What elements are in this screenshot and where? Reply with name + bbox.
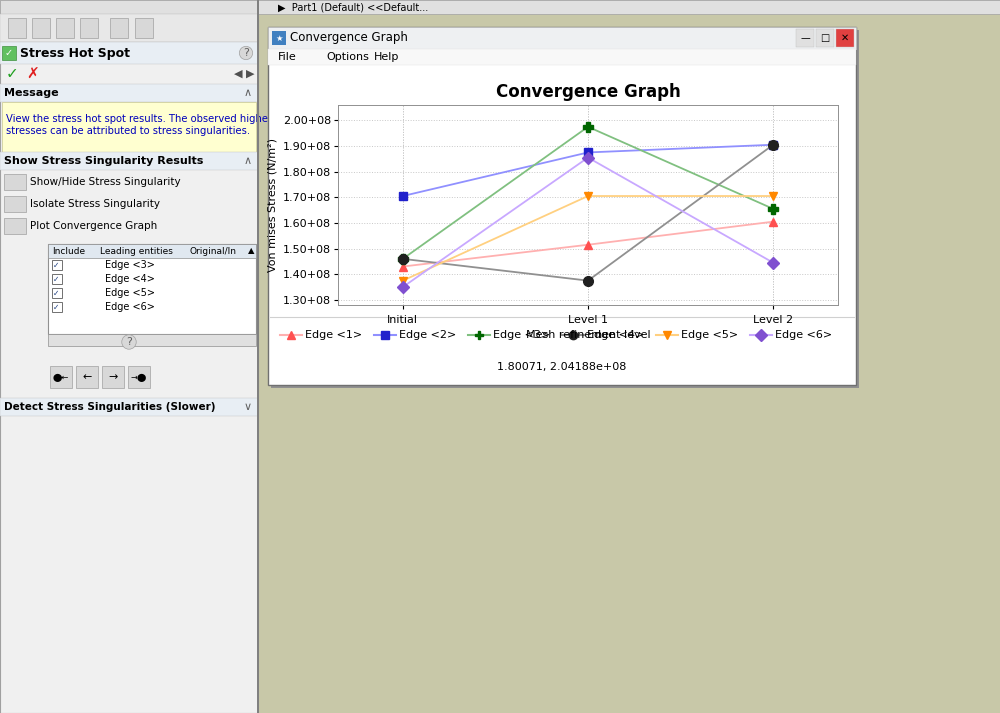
Text: ✓: ✓	[5, 48, 13, 58]
Bar	[0, 14, 258, 713]
Bar	[268, 49, 856, 65]
Text: ✓: ✓	[53, 260, 59, 270]
Bar	[102, 366, 124, 388]
Bar	[0, 42, 258, 64]
Text: Message: Message	[4, 88, 59, 98]
Bar	[836, 29, 854, 47]
Text: Help: Help	[374, 52, 399, 62]
Bar	[0, 0, 1000, 14]
Bar	[135, 18, 153, 38]
Bar	[268, 27, 856, 385]
Bar	[268, 27, 856, 49]
Text: ?: ?	[243, 48, 249, 58]
Text: stresses can be attributed to stress singularities.: stresses can be attributed to stress sin…	[6, 126, 250, 136]
Text: ▶: ▶	[246, 69, 254, 79]
Text: Stress Hot Spot: Stress Hot Spot	[20, 46, 130, 59]
Text: Show Stress Singularity Results: Show Stress Singularity Results	[4, 156, 203, 166]
Text: Detect Stress Singularities (Slower): Detect Stress Singularities (Slower)	[4, 402, 216, 412]
Text: ∧: ∧	[244, 88, 252, 98]
Bar	[110, 18, 128, 38]
Text: □: □	[820, 33, 830, 43]
Bar	[2, 102, 256, 152]
Text: ∨: ∨	[244, 402, 252, 412]
Bar	[0, 152, 258, 170]
Text: ✓: ✓	[53, 289, 59, 297]
Text: Isolate Stress Singularity: Isolate Stress Singularity	[30, 199, 160, 209]
Y-axis label: Von mises Stress (N/m²): Von mises Stress (N/m²)	[267, 138, 277, 272]
Text: ▶  Part1 (Default) <<Default...: ▶ Part1 (Default) <<Default...	[278, 2, 428, 12]
Text: →⬤: →⬤	[131, 372, 147, 381]
Text: ∧: ∧	[244, 156, 252, 166]
Bar	[8, 18, 26, 38]
Bar	[816, 29, 834, 47]
Bar	[48, 244, 256, 258]
Text: Edge <2>: Edge <2>	[399, 330, 456, 340]
Bar	[0, 14, 258, 42]
Bar	[0, 398, 258, 416]
Bar	[0, 84, 258, 102]
Bar	[56, 18, 74, 38]
Bar	[796, 29, 814, 47]
Bar	[52, 302, 62, 312]
Text: Edge <6>: Edge <6>	[775, 330, 832, 340]
Bar	[80, 18, 98, 38]
Text: Edge <1>: Edge <1>	[305, 330, 362, 340]
Text: Edge <6>: Edge <6>	[105, 302, 155, 312]
Text: ⬤←: ⬤←	[53, 372, 69, 381]
Text: Show/Hide Stress Singularity: Show/Hide Stress Singularity	[30, 177, 181, 187]
Bar	[48, 334, 256, 346]
Bar	[50, 366, 72, 388]
Text: ✓: ✓	[53, 302, 59, 312]
Text: ✓: ✓	[6, 66, 19, 81]
Text: 1.80071, 2.04188e+08: 1.80071, 2.04188e+08	[497, 362, 627, 372]
Text: Convergence Graph: Convergence Graph	[290, 31, 408, 44]
Bar	[128, 366, 150, 388]
Text: Options: Options	[326, 52, 369, 62]
X-axis label: Mesh refinement level: Mesh refinement level	[526, 330, 650, 340]
Text: ✗: ✗	[26, 66, 39, 81]
Text: Original/In: Original/In	[190, 247, 237, 255]
Bar	[32, 18, 50, 38]
Text: ✕: ✕	[841, 33, 849, 43]
Bar	[272, 31, 286, 45]
Bar	[52, 274, 62, 284]
Text: Include: Include	[52, 247, 85, 255]
Bar	[4, 196, 26, 212]
Bar	[48, 244, 256, 334]
Text: Edge <5>: Edge <5>	[681, 330, 738, 340]
Text: File: File	[278, 52, 297, 62]
Text: →: →	[108, 372, 118, 382]
Text: ◀: ◀	[234, 69, 242, 79]
Text: Edge <4>: Edge <4>	[105, 274, 155, 284]
Text: ?: ?	[126, 337, 132, 347]
Bar	[4, 174, 26, 190]
Text: Edge <5>: Edge <5>	[105, 288, 155, 298]
Bar	[258, 14, 1000, 713]
Text: ★: ★	[275, 34, 283, 43]
Bar	[52, 260, 62, 270]
Text: ✓: ✓	[53, 275, 59, 284]
Title: Convergence Graph: Convergence Graph	[496, 83, 680, 101]
Text: View the stress hot spot results. The observed highest: View the stress hot spot results. The ob…	[6, 114, 277, 124]
Text: ▲: ▲	[248, 247, 254, 255]
Text: Edge <3>: Edge <3>	[105, 260, 155, 270]
Bar	[257, 0, 259, 713]
Bar	[271, 30, 859, 388]
Text: Leading entities: Leading entities	[100, 247, 173, 255]
Bar	[52, 288, 62, 298]
Text: Plot Convergence Graph: Plot Convergence Graph	[30, 221, 157, 231]
Bar	[2, 46, 16, 60]
Text: ←: ←	[82, 372, 92, 382]
Text: —: —	[800, 33, 810, 43]
Bar	[4, 218, 26, 234]
Bar	[76, 366, 98, 388]
Text: Edge <3>: Edge <3>	[493, 330, 550, 340]
Text: Edge <4>: Edge <4>	[587, 330, 644, 340]
